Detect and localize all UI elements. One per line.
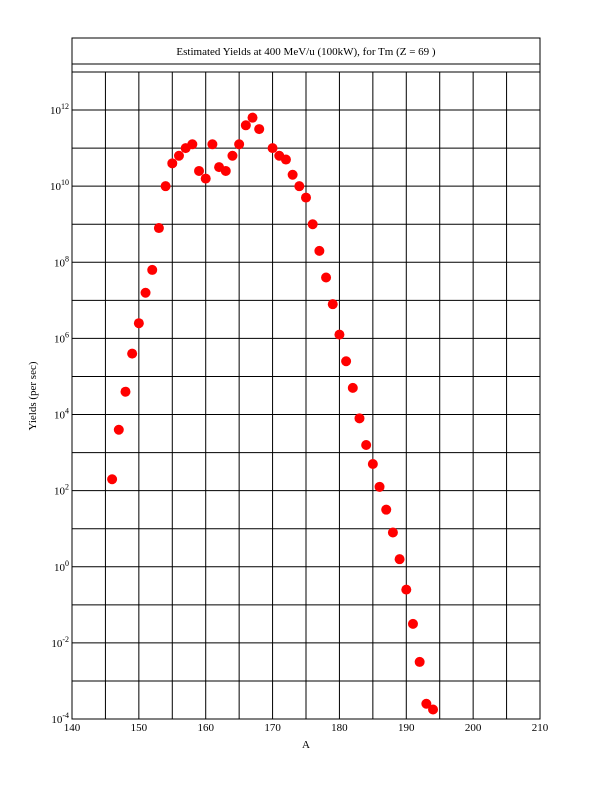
data-point: [140, 287, 151, 298]
title-box: [71, 37, 541, 65]
data-point: [314, 245, 325, 256]
x-tick-label: 210: [532, 722, 549, 734]
data-point: [401, 584, 412, 595]
y-tick-label: 10-4: [51, 711, 69, 726]
x-tick-label: 170: [264, 722, 281, 734]
y-tick-label: 100: [54, 559, 69, 574]
y-tick-label: 104: [54, 407, 69, 422]
data-point: [428, 704, 439, 715]
data-point: [294, 181, 305, 192]
data-point: [113, 424, 124, 435]
data-point: [153, 223, 164, 234]
data-point: [354, 413, 365, 424]
data-point: [367, 459, 378, 470]
data-point: [120, 386, 131, 397]
data-point: [200, 173, 211, 184]
data-point: [287, 169, 298, 180]
data-point: [220, 165, 231, 176]
data-point: [280, 154, 291, 165]
data-point: [321, 272, 332, 283]
x-tick-label: 160: [197, 722, 214, 734]
data-series: [107, 112, 439, 715]
data-point: [361, 439, 372, 450]
data-point: [381, 504, 392, 515]
data-point: [267, 143, 278, 154]
x-tick-label: 180: [331, 722, 348, 734]
y-tick-label: 1010: [50, 178, 69, 193]
x-tick-label: 190: [398, 722, 415, 734]
data-point: [387, 527, 398, 538]
data-point: [167, 158, 178, 169]
data-point: [207, 139, 218, 150]
x-axis-label: A: [302, 739, 310, 751]
y-axis-tick-labels: 10-4 10-2 100 102 104 106 108 1010 1012: [50, 102, 69, 726]
data-point: [247, 112, 258, 123]
y-axis-label: Yields (per sec): [27, 361, 39, 430]
x-axis-tick-labels: 140 150 160 170 180 190 200 210: [64, 722, 549, 734]
data-point: [127, 348, 138, 359]
grid: [72, 72, 540, 719]
data-point: [234, 139, 245, 150]
data-point: [194, 165, 205, 176]
data-point: [133, 318, 144, 329]
x-tick-label: 150: [131, 722, 148, 734]
data-point: [301, 192, 311, 203]
data-point: [347, 382, 358, 393]
data-point: [414, 656, 425, 667]
data-point: [334, 329, 345, 340]
data-point: [227, 150, 238, 161]
data-point: [254, 124, 265, 135]
x-tick-label: 200: [465, 722, 482, 734]
y-tick-label: 102: [54, 483, 69, 498]
data-point: [394, 554, 405, 565]
chart-title: Estimated Yields at 400 MeV/u (100kW), f…: [176, 46, 435, 58]
data-point: [341, 356, 352, 367]
data-point: [240, 120, 251, 131]
x-tick-label: 140: [64, 722, 81, 734]
y-tick-label: 1012: [50, 102, 69, 117]
data-point: [173, 150, 184, 161]
data-point: [147, 264, 158, 275]
y-tick-label: 106: [54, 330, 69, 345]
data-point: [187, 139, 198, 150]
plot-frame: [71, 71, 541, 720]
data-point: [407, 618, 418, 629]
y-tick-label: 10-2: [51, 635, 69, 650]
y-tick-label: 108: [54, 254, 69, 269]
data-point: [421, 698, 432, 709]
data-point: [327, 299, 338, 310]
data-point: [374, 481, 385, 492]
data-point: [160, 181, 171, 192]
data-point: [107, 474, 118, 485]
data-point: [307, 219, 318, 230]
